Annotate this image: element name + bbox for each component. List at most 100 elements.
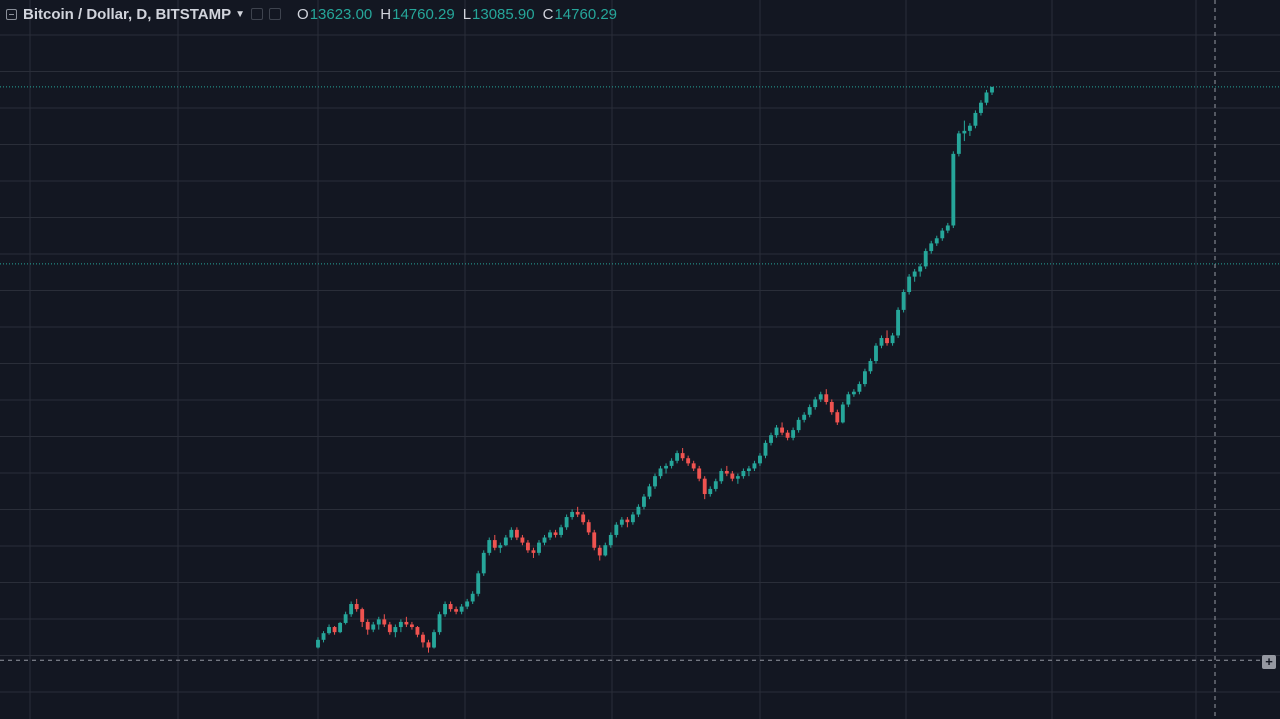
candle-body bbox=[349, 604, 354, 615]
candle-body bbox=[338, 622, 343, 633]
candle-body bbox=[581, 514, 586, 523]
candle-body bbox=[940, 230, 945, 239]
candle-body bbox=[630, 514, 635, 523]
candle-body bbox=[553, 532, 558, 535]
price-lines bbox=[0, 86, 1280, 265]
symbol-name: Bitcoin / Dollar bbox=[23, 5, 129, 23]
candle-body bbox=[675, 453, 680, 461]
candle-body bbox=[415, 627, 420, 635]
candle-body bbox=[531, 550, 536, 553]
settings-icon[interactable] bbox=[251, 8, 264, 20]
candle-body bbox=[697, 468, 702, 479]
candle-body bbox=[548, 532, 552, 538]
candle-body bbox=[354, 604, 359, 610]
candle-body bbox=[807, 407, 812, 415]
candle-body bbox=[658, 468, 663, 477]
candle-body bbox=[973, 112, 978, 126]
candle-body bbox=[984, 92, 989, 103]
candle-body bbox=[514, 529, 519, 538]
interval-label: D bbox=[136, 5, 148, 23]
candle-body bbox=[691, 463, 696, 469]
ohlc-label: O bbox=[297, 5, 309, 23]
candle-body bbox=[614, 524, 619, 535]
candle-body bbox=[791, 430, 796, 438]
candle-body bbox=[498, 545, 503, 548]
collapse-icon[interactable] bbox=[6, 8, 17, 20]
exchange-label: BITSTAMP bbox=[155, 5, 232, 23]
candle-series bbox=[316, 86, 994, 653]
candle-body bbox=[365, 621, 370, 630]
candle-body bbox=[509, 529, 514, 538]
candle-body bbox=[470, 593, 475, 602]
candle-body bbox=[570, 511, 575, 518]
candle-body bbox=[476, 573, 481, 594]
candle-body bbox=[520, 537, 525, 543]
candle-body bbox=[896, 309, 901, 336]
ohlc-high: H 14760.29 bbox=[380, 6, 454, 23]
candle-body bbox=[537, 542, 541, 553]
candle-body bbox=[851, 391, 856, 395]
candle-body bbox=[526, 542, 530, 551]
candle-body bbox=[824, 394, 829, 402]
candle-body bbox=[979, 102, 983, 113]
ohlc-label: C bbox=[542, 5, 554, 23]
candle-body bbox=[735, 476, 740, 479]
ohlc-close: C 14760.29 bbox=[543, 6, 617, 23]
candle-body bbox=[592, 532, 597, 548]
candle-body bbox=[746, 468, 751, 472]
candle-body bbox=[465, 601, 470, 607]
candle-body bbox=[492, 540, 497, 548]
candle-body bbox=[316, 639, 320, 648]
ohlc-low: L 13085.90 bbox=[463, 6, 535, 23]
candle-body bbox=[724, 471, 729, 474]
candle-body bbox=[890, 335, 895, 344]
candle-body bbox=[918, 266, 923, 272]
candle-body bbox=[343, 614, 348, 623]
candle-body bbox=[774, 427, 779, 436]
candle-body bbox=[907, 276, 912, 292]
candle-body bbox=[603, 545, 608, 556]
candle-body bbox=[912, 271, 917, 277]
candle-body bbox=[409, 624, 414, 628]
candle-body bbox=[829, 401, 834, 413]
candle-body bbox=[459, 606, 464, 612]
candle-body bbox=[647, 486, 652, 497]
candle-body bbox=[785, 432, 790, 438]
candle-body bbox=[443, 604, 447, 615]
ohlc-value: 14760.29 bbox=[392, 5, 455, 23]
candle-body bbox=[945, 225, 950, 231]
candle-body bbox=[929, 243, 934, 252]
candle-body bbox=[669, 460, 674, 466]
candle-body bbox=[487, 540, 492, 553]
visibility-icon[interactable] bbox=[269, 8, 282, 20]
candle-body bbox=[840, 404, 845, 423]
ohlc-values: O 13623.00 H 14760.29 L 13085.90 C 14760… bbox=[297, 6, 617, 23]
candle-body bbox=[542, 537, 547, 543]
symbol-title[interactable]: Bitcoin / Dollar, D, BITSTAMP bbox=[23, 5, 232, 23]
candle-body bbox=[664, 465, 668, 469]
candle-body bbox=[741, 471, 746, 477]
candle-body bbox=[990, 86, 994, 93]
candle-body bbox=[636, 506, 641, 515]
candle-body bbox=[421, 634, 425, 643]
candle-body bbox=[951, 153, 956, 226]
candle-body bbox=[796, 419, 801, 431]
caret-down-icon[interactable]: ▼ bbox=[235, 8, 246, 20]
candle-body bbox=[874, 345, 878, 362]
candle-body bbox=[901, 291, 906, 310]
candle-body bbox=[934, 238, 939, 244]
candle-body bbox=[642, 496, 646, 507]
candle-body bbox=[780, 427, 784, 433]
candle-body bbox=[332, 627, 337, 633]
candle-body bbox=[404, 621, 409, 625]
candle-body bbox=[619, 519, 624, 525]
candle-body bbox=[719, 471, 724, 482]
candle-body bbox=[387, 624, 392, 633]
candle-body bbox=[393, 627, 398, 633]
candle-body bbox=[846, 394, 851, 405]
candle-body bbox=[575, 511, 580, 515]
add-alert-button[interactable]: + bbox=[1262, 655, 1276, 669]
